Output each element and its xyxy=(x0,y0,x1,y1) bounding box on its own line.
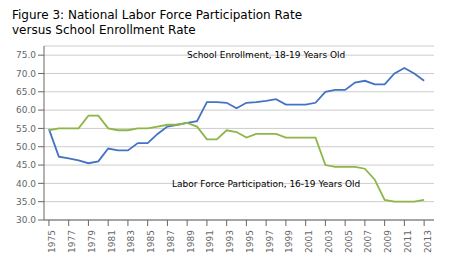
svg-text:30.0: 30.0 xyxy=(16,215,36,225)
svg-text:2001: 2001 xyxy=(304,230,314,253)
svg-text:1985: 1985 xyxy=(146,230,156,253)
svg-text:75.0: 75.0 xyxy=(16,50,36,60)
svg-text:2005: 2005 xyxy=(344,230,354,253)
svg-text:1997: 1997 xyxy=(265,230,275,253)
html-text:Figure 3: National Labor Force: Figure 3: National Labor Force Participa… xyxy=(12,8,302,22)
svg-text:1999: 1999 xyxy=(284,230,294,253)
svg-text:1981: 1981 xyxy=(107,230,117,253)
svg-text:School Enrollment, 18-19 Years: School Enrollment, 18-19 Years Old xyxy=(187,50,345,60)
svg-text:1995: 1995 xyxy=(245,230,255,253)
svg-text:65.0: 65.0 xyxy=(16,87,36,97)
svg-text:1989: 1989 xyxy=(186,230,196,253)
svg-text:1983: 1983 xyxy=(126,230,136,253)
svg-text:1991: 1991 xyxy=(205,230,215,253)
svg-text:Labor Force Participation, 16-: Labor Force Participation, 16-19 Years O… xyxy=(172,179,360,189)
svg-text:2011: 2011 xyxy=(403,230,413,253)
svg-text:1975: 1975 xyxy=(47,230,57,253)
svg-text:55.0: 55.0 xyxy=(16,124,36,134)
svg-text:2007: 2007 xyxy=(363,230,373,253)
svg-text:35.0: 35.0 xyxy=(16,197,36,207)
svg-text:2013: 2013 xyxy=(423,230,433,253)
svg-text:1987: 1987 xyxy=(166,230,176,253)
svg-text:50.0: 50.0 xyxy=(16,142,36,152)
svg-text:60.0: 60.0 xyxy=(16,105,36,115)
svg-text:1977: 1977 xyxy=(67,230,77,253)
svg-text:1993: 1993 xyxy=(225,230,235,253)
svg-text:45.0: 45.0 xyxy=(16,160,36,170)
svg-text:40.0: 40.0 xyxy=(16,179,36,189)
svg-text:1979: 1979 xyxy=(87,230,97,253)
svg-text:2009: 2009 xyxy=(383,230,393,253)
svg-text:2003: 2003 xyxy=(324,230,334,253)
svg-text:70.0: 70.0 xyxy=(16,69,36,79)
html-text:versus School Enrollment Rate: versus School Enrollment Rate xyxy=(12,23,196,37)
